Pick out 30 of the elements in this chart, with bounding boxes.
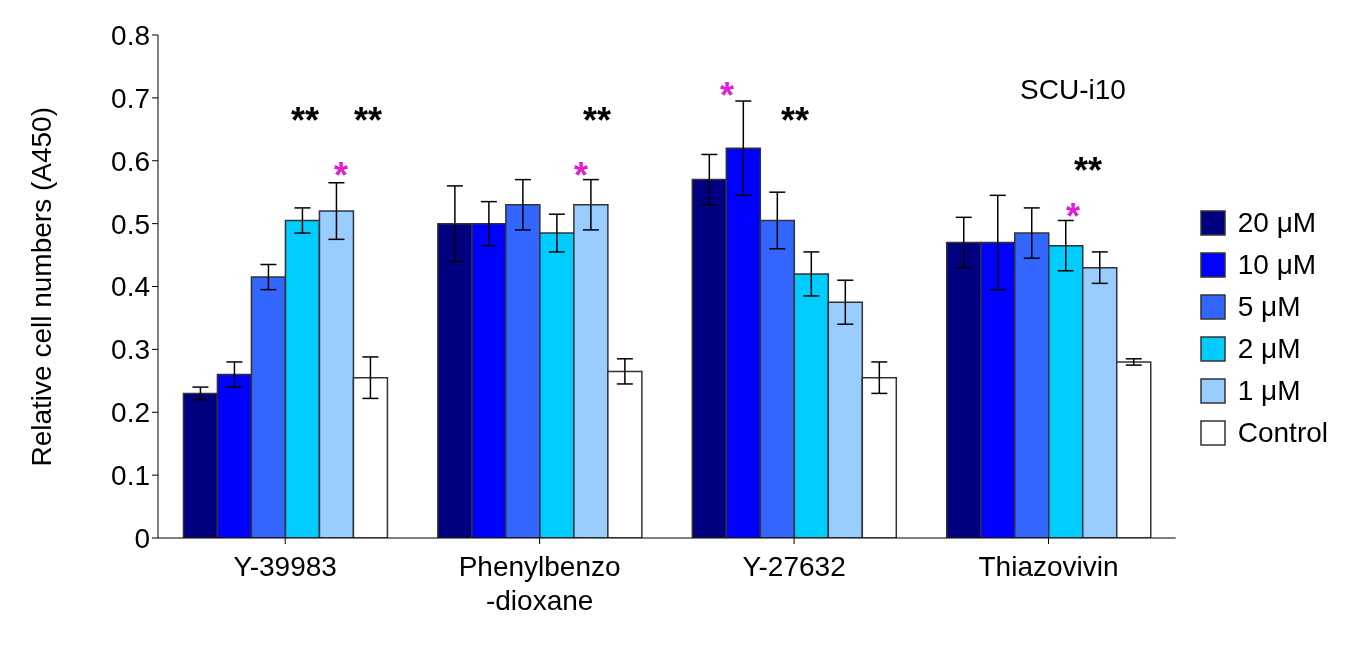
y-tick-label: 0.6: [111, 145, 150, 177]
x-tick-label: Thiazovivin: [978, 551, 1119, 582]
annotation: *: [719, 75, 735, 116]
x-tick-label: Phenylbenzo -dioxane: [458, 551, 621, 616]
annotation: *: [1065, 196, 1081, 237]
y-tick-label: 0.2: [111, 397, 150, 429]
y-tick-label: 0.5: [111, 208, 150, 240]
annotation: **: [353, 100, 383, 141]
legend-label: 10 μM: [1237, 249, 1317, 281]
y-tick-label: 0: [134, 522, 150, 554]
legend-label: 20 μM: [1237, 207, 1317, 239]
annotation: *: [333, 155, 349, 196]
y-axis-title: Relative cell numbers (A450): [25, 107, 57, 467]
y-tick-label: 0.1: [111, 460, 150, 492]
annotation: SCU-i10: [1020, 74, 1126, 105]
annotation: *: [573, 155, 589, 196]
annotation: **: [582, 100, 612, 141]
x-tick-label: Y-27632: [742, 551, 846, 582]
x-tick-label: Y-39983: [233, 551, 337, 582]
legend-label: 1 μM: [1237, 375, 1301, 407]
legend-label: 5 μM: [1237, 291, 1301, 323]
legend-label: 2 μM: [1237, 333, 1301, 365]
legend-label: Control: [1237, 417, 1328, 449]
annotation: **: [1073, 150, 1103, 191]
y-tick-label: 0.7: [111, 82, 150, 114]
annotation: **: [290, 100, 320, 141]
annotation: **: [780, 100, 810, 141]
y-tick-label: 0.8: [111, 19, 150, 51]
y-tick-label: 0.4: [111, 271, 150, 303]
y-tick-label: 0.3: [111, 334, 150, 366]
